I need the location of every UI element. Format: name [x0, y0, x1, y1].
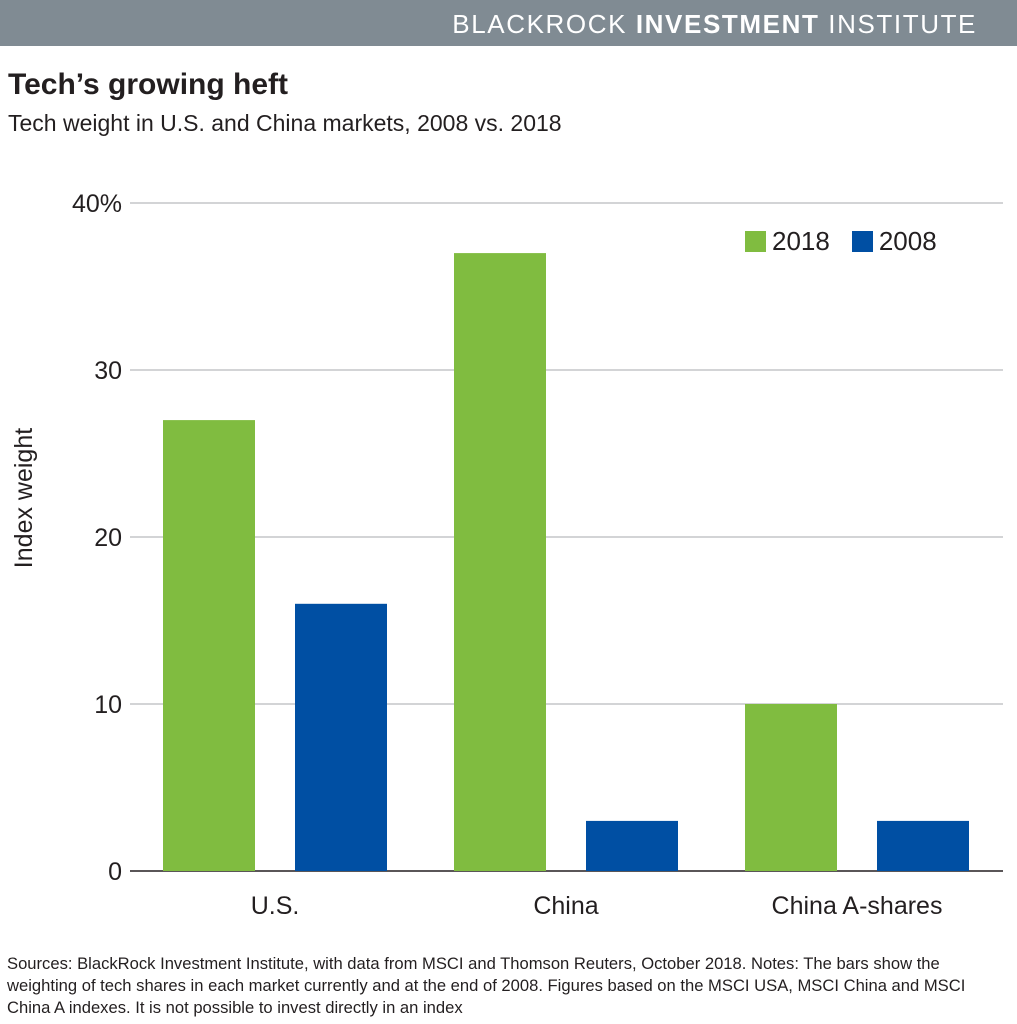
x-tick-label: China — [533, 892, 598, 920]
bar-2008-u-s- — [295, 603, 387, 871]
bar-2008-china — [586, 820, 678, 871]
legend-label-2018: 2018 — [772, 226, 830, 256]
sources-note: Sources: BlackRock Investment Institute,… — [7, 954, 966, 1017]
bar-2008-china-a-shares — [877, 820, 969, 871]
bar-2018-u-s- — [163, 420, 255, 871]
brand-text-part1: BLACKROCK — [452, 9, 636, 39]
y-axis-label: Index weight — [10, 428, 38, 568]
header-banner: BLACKROCK INVESTMENT INSTITUTE — [0, 0, 1017, 46]
chart-title: Tech’s growing heft — [8, 68, 289, 101]
y-tick-label: 20 — [94, 524, 122, 552]
y-tick-label: 30 — [94, 357, 122, 385]
x-axis-ticks: U.S. China China A-shares — [251, 892, 943, 920]
bar-2018-china-a-shares — [745, 704, 837, 871]
y-tick-label: 40% — [72, 190, 122, 218]
chart-subtitle: Tech weight in U.S. and China markets, 2… — [8, 110, 562, 136]
legend-item-2008: 2008 — [851, 226, 937, 257]
y-tick-label: 0 — [108, 858, 122, 886]
x-tick-label: U.S. — [251, 892, 300, 920]
legend-label-2008: 2008 — [878, 226, 937, 256]
bars — [163, 253, 969, 872]
y-axis-ticks: 0 10 20 30 40% — [72, 190, 122, 886]
legend-item-2018: 2018 — [745, 226, 830, 257]
brand-text-part2: INVESTMENT — [635, 9, 820, 39]
legend-swatch-2018 — [745, 231, 766, 252]
y-tick-label: 10 — [94, 691, 122, 719]
legend-swatch-2008 — [851, 231, 873, 252]
brand-text-part3: INSTITUTE — [819, 9, 977, 39]
bar-2018-china — [454, 253, 546, 872]
chart-legend: 2018 2008 — [745, 226, 959, 257]
gridlines — [130, 202, 1003, 872]
x-tick-label: China A-shares — [772, 892, 943, 920]
brand-logo: BLACKROCK INVESTMENT INSTITUTE — [452, 9, 977, 40]
